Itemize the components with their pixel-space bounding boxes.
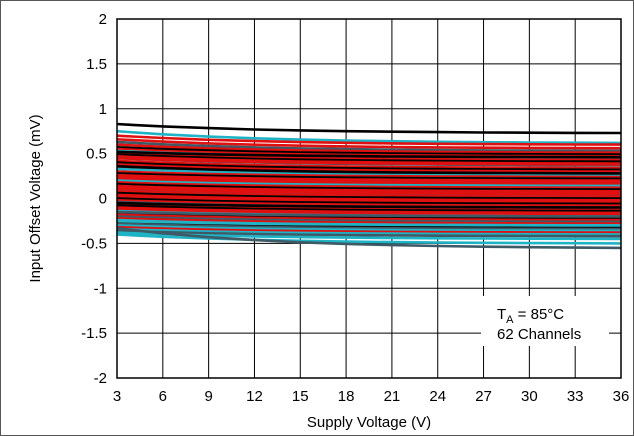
y-tick-label: 0.5 [86,146,107,163]
channel-line [116,219,621,227]
plot-border [116,18,622,379]
channel-line [116,129,622,145]
x-tick-label: 36 [613,388,630,405]
channel-line [116,177,621,186]
channel-line [116,226,622,250]
y-tick-label: 2 [99,11,107,28]
y-tick-label: 1 [99,101,107,118]
channel-line [116,134,622,146]
x-tick-label: 9 [204,388,212,405]
channel-line [116,182,622,191]
channel-line [116,138,622,150]
channel-line [116,224,622,233]
y-tick-label: 0 [99,191,107,208]
channel-line [116,215,621,224]
annotation-box: TA = 85°C 62 Channels [481,296,609,346]
channel-line [116,146,622,156]
channel-line [116,208,622,216]
channel-line [116,195,622,204]
y-tick-label: -1.5 [81,325,107,342]
channel-line [116,191,622,200]
annotation-channels: 62 Channels [497,326,581,343]
y-axis-title: Input Offset Voltage (mV) [27,114,44,282]
annotation-temperature: TA = 85°C [497,306,564,326]
y-tick-label: -0.5 [81,235,107,252]
x-tick-label: 15 [292,388,309,405]
channel-line [116,184,622,193]
channel-line [116,199,622,207]
annotation-background [481,296,609,346]
channel-line [116,143,622,154]
channel-line [116,179,621,188]
channel-line [116,159,622,170]
channel-line [116,175,621,184]
channel-line [116,172,622,181]
x-tick-label: 12 [246,388,263,405]
channel-line [116,233,622,245]
x-tick-labels: 3 6 9 12 15 18 21 24 27 30 33 36 [113,388,630,405]
channel-line [116,204,622,213]
x-tick-label: 27 [475,388,492,405]
x-tick-label: 6 [159,388,167,405]
channel-line [116,206,622,215]
channel-line [116,227,622,236]
y-tick-label: 1.5 [86,56,107,73]
channel-line [116,153,622,163]
channel-line [116,210,622,218]
annotation-t: T [497,306,506,323]
x-tick-label: 21 [384,388,401,405]
channel-line [116,156,622,166]
channel-line [116,193,622,202]
channel-line [116,216,621,225]
x-tick-label: 3 [113,388,121,405]
channel-line [116,151,622,162]
channel-line [116,170,622,179]
channel-line [116,161,622,172]
channel-line [116,150,622,159]
x-axis-title: Supply Voltage (V) [307,414,431,431]
channel-line [116,140,622,153]
channel-line [116,201,622,209]
annotation-temp-value: = 85°C [514,306,565,323]
annotation-subscript: A [506,314,514,326]
channel-line [116,222,622,231]
x-tick-label: 24 [429,388,446,405]
channel-line [116,163,622,173]
channel-line [116,213,621,222]
channel-line [116,181,621,189]
y-tick-labels: 2 1.5 1 0.5 0 -0.5 -1 -1.5 -2 [81,11,107,387]
channel-line [116,225,622,234]
x-tick-label: 18 [338,388,355,405]
channel-line [116,197,622,206]
channel-line [116,187,622,196]
x-tick-label: 33 [567,388,584,405]
channel-line [116,173,622,182]
channel-line [116,122,622,135]
channel-line [116,164,622,175]
channel-line [116,190,622,198]
series-lines [116,122,622,250]
x-tick-label: 30 [521,388,538,405]
y-tick-label: -2 [94,370,107,387]
channel-line [116,167,622,177]
y-tick-label: -1 [94,280,107,297]
